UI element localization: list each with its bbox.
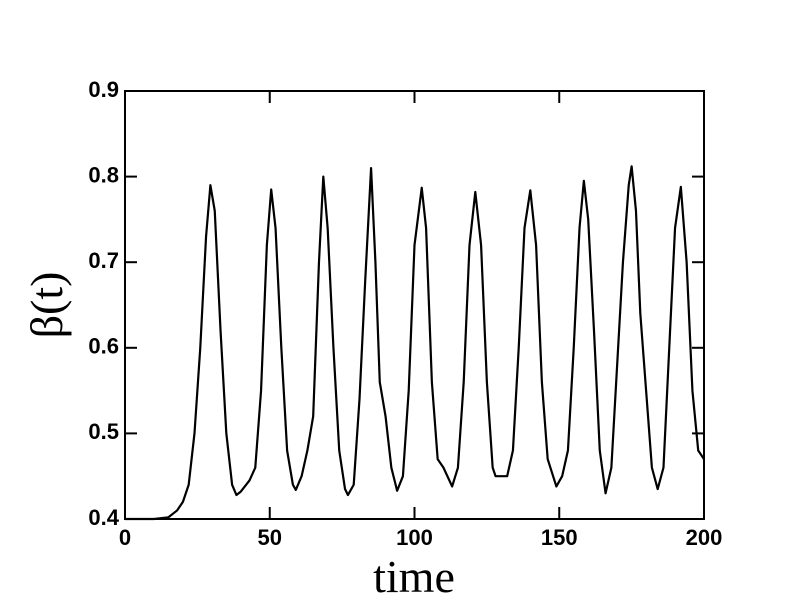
x-tick-label: 150 bbox=[541, 525, 578, 550]
y-tick-label: 0.9 bbox=[88, 77, 119, 102]
plot-frame bbox=[124, 90, 705, 520]
x-tick-label: 200 bbox=[686, 525, 723, 550]
x-tick-label: 100 bbox=[396, 525, 433, 550]
data-line bbox=[125, 165, 705, 521]
y-tick-label: 0.7 bbox=[88, 248, 119, 273]
y-tick-label: 0.6 bbox=[88, 334, 119, 359]
x-tick-label: 0 bbox=[119, 525, 131, 550]
y-axis-label: β(t) bbox=[21, 272, 72, 339]
y-tick-label: 0.5 bbox=[88, 419, 119, 444]
x-axis-label: time bbox=[373, 551, 455, 602]
x-tick-label: 50 bbox=[258, 525, 282, 550]
y-tick-label: 0.8 bbox=[88, 162, 119, 187]
y-tick-label: 0.4 bbox=[88, 505, 119, 530]
